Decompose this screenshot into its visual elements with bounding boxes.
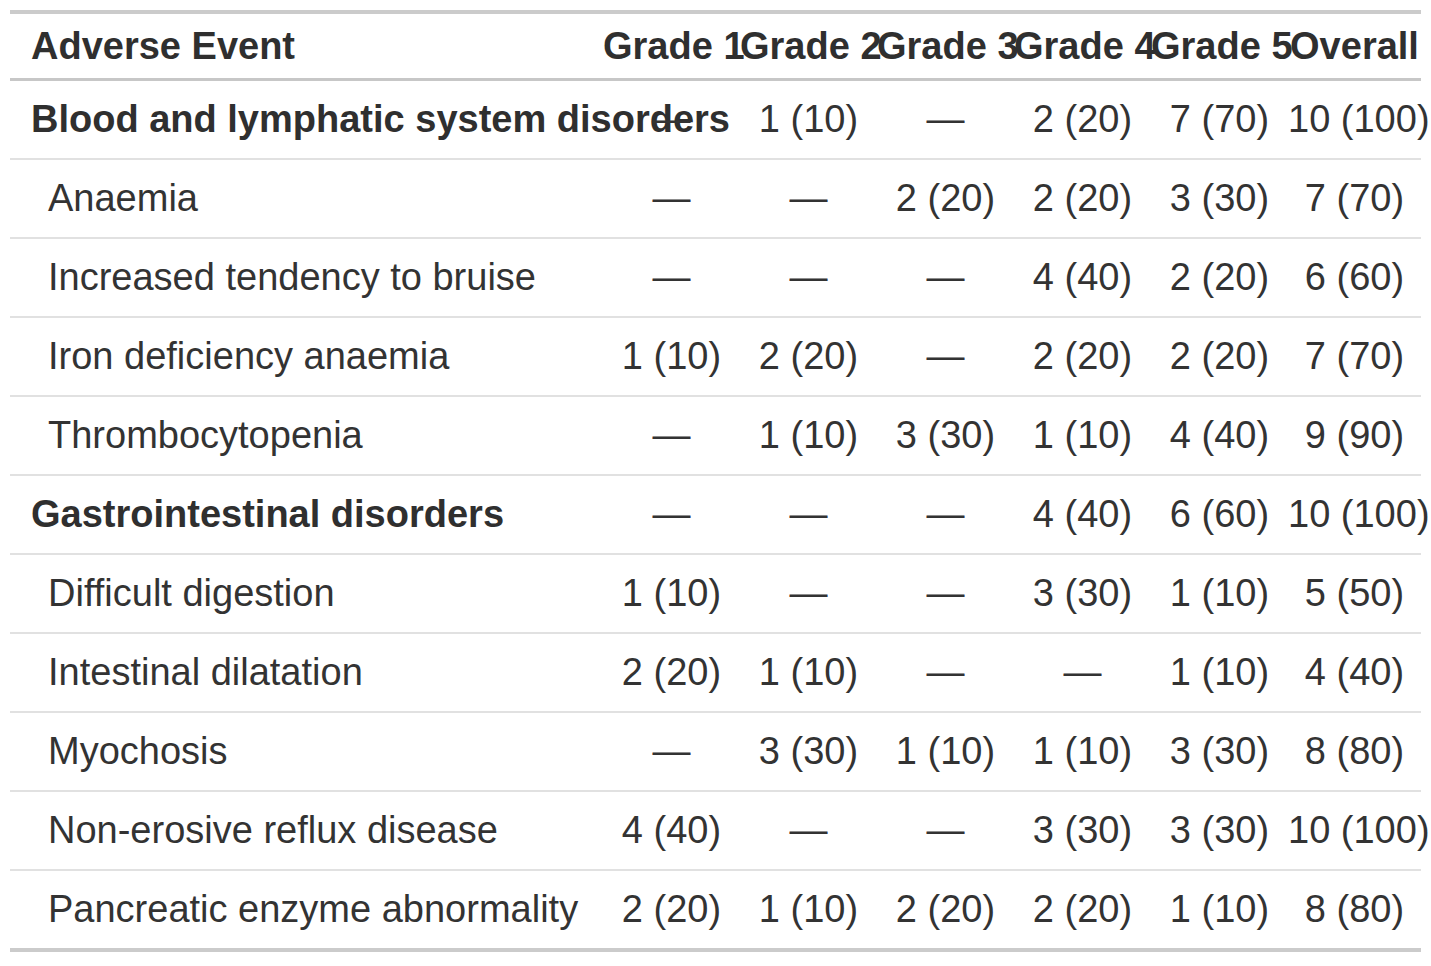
cell-grade-5: 1 (10): [1151, 870, 1288, 950]
cell-grade-3: 3 (30): [877, 396, 1014, 475]
cell-grade-2: 1 (10): [740, 633, 877, 712]
cell-overall: 9 (90): [1288, 396, 1421, 475]
column-header-grade-5: Grade 5: [1151, 12, 1288, 80]
table-row: Anaemia——2 (20)2 (20)3 (30)7 (70): [10, 159, 1421, 238]
cell-grade-1: 1 (10): [603, 317, 740, 396]
cell-grade-1: 2 (20): [603, 633, 740, 712]
row-label: Iron deficiency anaemia: [10, 317, 603, 396]
cell-grade-5: 4 (40): [1151, 396, 1288, 475]
cell-grade-3: —: [877, 238, 1014, 317]
cell-grade-4: 3 (30): [1014, 554, 1151, 633]
cell-grade-2: 1 (10): [740, 80, 877, 160]
cell-grade-3: —: [877, 317, 1014, 396]
cell-grade-4: —: [1014, 633, 1151, 712]
table-row: Non-erosive reflux disease4 (40)——3 (30)…: [10, 791, 1421, 870]
row-label: Gastrointestinal disorders: [10, 475, 603, 554]
table-body: Blood and lymphatic system disorders—1 (…: [10, 80, 1421, 951]
cell-grade-3: 2 (20): [877, 870, 1014, 950]
page: Adverse Event Grade 1 Grade 2 Grade 3 Gr…: [0, 0, 1431, 966]
row-label: Thrombocytopenia: [10, 396, 603, 475]
row-label: Pancreatic enzyme abnormality: [10, 870, 603, 950]
cell-grade-5: 3 (30): [1151, 159, 1288, 238]
cell-grade-5: 7 (70): [1151, 80, 1288, 160]
cell-overall: 7 (70): [1288, 159, 1421, 238]
cell-grade-5: 3 (30): [1151, 712, 1288, 791]
cell-overall: 6 (60): [1288, 238, 1421, 317]
cell-grade-4: 4 (40): [1014, 475, 1151, 554]
cell-grade-2: —: [740, 791, 877, 870]
column-header-grade-3: Grade 3: [877, 12, 1014, 80]
cell-grade-5: 1 (10): [1151, 633, 1288, 712]
cell-grade-2: 2 (20): [740, 317, 877, 396]
cell-overall: 8 (80): [1288, 870, 1421, 950]
cell-grade-3: —: [877, 791, 1014, 870]
cell-grade-4: 1 (10): [1014, 712, 1151, 791]
header-row: Adverse Event Grade 1 Grade 2 Grade 3 Gr…: [10, 12, 1421, 80]
cell-grade-3: 2 (20): [877, 159, 1014, 238]
cell-overall: 7 (70): [1288, 317, 1421, 396]
column-header-grade-4: Grade 4: [1014, 12, 1151, 80]
cell-overall: 8 (80): [1288, 712, 1421, 791]
row-label: Anaemia: [10, 159, 603, 238]
column-header-grade-2: Grade 2: [740, 12, 877, 80]
table-row: Intestinal dilatation2 (20)1 (10)——1 (10…: [10, 633, 1421, 712]
cell-overall: 5 (50): [1288, 554, 1421, 633]
cell-grade-3: —: [877, 554, 1014, 633]
cell-grade-5: 3 (30): [1151, 791, 1288, 870]
cell-grade-4: 2 (20): [1014, 159, 1151, 238]
cell-grade-5: 2 (20): [1151, 317, 1288, 396]
cell-overall: 10 (100): [1288, 475, 1421, 554]
table-row: Myochosis—3 (30)1 (10)1 (10)3 (30)8 (80): [10, 712, 1421, 791]
cell-grade-1: 2 (20): [603, 870, 740, 950]
cell-grade-1: —: [603, 475, 740, 554]
table-row: Thrombocytopenia—1 (10)3 (30)1 (10)4 (40…: [10, 396, 1421, 475]
cell-grade-1: 1 (10): [603, 554, 740, 633]
cell-grade-2: —: [740, 238, 877, 317]
table-row: Pancreatic enzyme abnormality2 (20)1 (10…: [10, 870, 1421, 950]
table-row: Increased tendency to bruise———4 (40)2 (…: [10, 238, 1421, 317]
adverse-events-table: Adverse Event Grade 1 Grade 2 Grade 3 Gr…: [10, 10, 1421, 952]
cell-grade-3: —: [877, 633, 1014, 712]
table-row: Blood and lymphatic system disorders —1 (…: [10, 80, 1421, 160]
cell-grade-5: 1 (10): [1151, 554, 1288, 633]
cell-grade-5: 6 (60): [1151, 475, 1288, 554]
table-row: Gastrointestinal disorders———4 (40)6 (60…: [10, 475, 1421, 554]
table-row: Difficult digestion1 (10)——3 (30)1 (10)5…: [10, 554, 1421, 633]
column-header-adverse-event: Adverse Event: [10, 12, 603, 80]
cell-grade-2: 1 (10): [740, 396, 877, 475]
table-row: Iron deficiency anaemia1 (10)2 (20)—2 (2…: [10, 317, 1421, 396]
cell-overall: 10 (100): [1288, 791, 1421, 870]
row-label: Myochosis: [10, 712, 603, 791]
cell-grade-1: —: [603, 396, 740, 475]
cell-grade-4: 2 (20): [1014, 870, 1151, 950]
cell-grade-1: —: [603, 712, 740, 791]
cell-grade-4: 4 (40): [1014, 238, 1151, 317]
row-label: Non-erosive reflux disease: [10, 791, 603, 870]
cell-overall: 10 (100): [1288, 80, 1421, 160]
cell-grade-3: —: [877, 475, 1014, 554]
row-label: Increased tendency to bruise: [10, 238, 603, 317]
cell-grade-3: 1 (10): [877, 712, 1014, 791]
cell-grade-1: 4 (40): [603, 791, 740, 870]
cell-grade-1: —: [603, 159, 740, 238]
cell-grade-2: —: [740, 475, 877, 554]
cell-grade-5: 2 (20): [1151, 238, 1288, 317]
cell-grade-4: 3 (30): [1014, 791, 1151, 870]
cell-grade-2: —: [740, 159, 877, 238]
cell-grade-4: 1 (10): [1014, 396, 1151, 475]
cell-grade-4: 2 (20): [1014, 317, 1151, 396]
cell-grade-2: 1 (10): [740, 870, 877, 950]
row-label: Difficult digestion: [10, 554, 603, 633]
column-header-overall: Overall: [1288, 12, 1421, 80]
cell-grade-2: 3 (30): [740, 712, 877, 791]
cell-grade-1: —: [603, 238, 740, 317]
row-label: Intestinal dilatation: [10, 633, 603, 712]
cell-grade-4: 2 (20): [1014, 80, 1151, 160]
cell-overall: 4 (40): [1288, 633, 1421, 712]
column-header-grade-1: Grade 1: [603, 12, 740, 80]
cell-grade-3: —: [877, 80, 1014, 160]
cell-grade-2: —: [740, 554, 877, 633]
row-label: Blood and lymphatic system disorders: [10, 80, 603, 160]
